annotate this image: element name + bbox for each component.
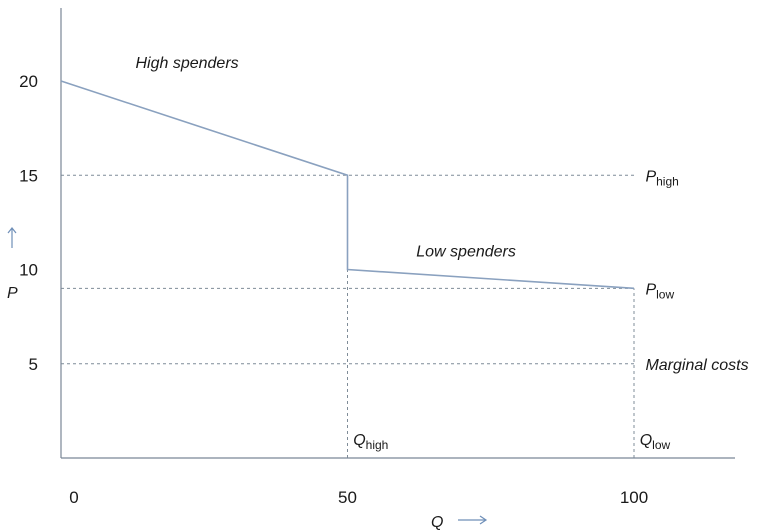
annotation-p-low: Plow [645,281,674,301]
x-tick-label-1: 50 [338,488,357,507]
y-axis-label: P [7,285,18,302]
annotation-q-high: Qhigh [353,432,388,452]
annotation-p-low-subscript: low [656,287,674,301]
y-tick-label-3: 5 [29,355,38,374]
annotation-q-low: Qlow [640,432,671,452]
y-tick-label-1: 15 [19,166,38,185]
annotation-low-spenders: Low spenders [416,244,516,261]
y-tick-label-2: 10 [19,261,38,280]
y-axis-arrow-icon [7,227,17,248]
x-tick-label-0: 0 [69,488,78,507]
annotation-q-low-subscript: low [652,438,670,452]
annotation-q-high-subscript: high [366,438,389,452]
series-line-0 [60,80,635,290]
annotation-marginal-costs: Marginal costs [645,357,748,374]
x-axis-label: Q [431,514,443,531]
x-tick-label-2: 100 [620,488,648,507]
annotation-p-high: Phigh [645,168,678,188]
annotation-high-spenders: High spenders [135,55,238,72]
annotation-p-high-subscript: high [656,174,679,188]
x-axis-arrow-icon [458,515,488,525]
y-tick-label-0: 20 [19,72,38,91]
